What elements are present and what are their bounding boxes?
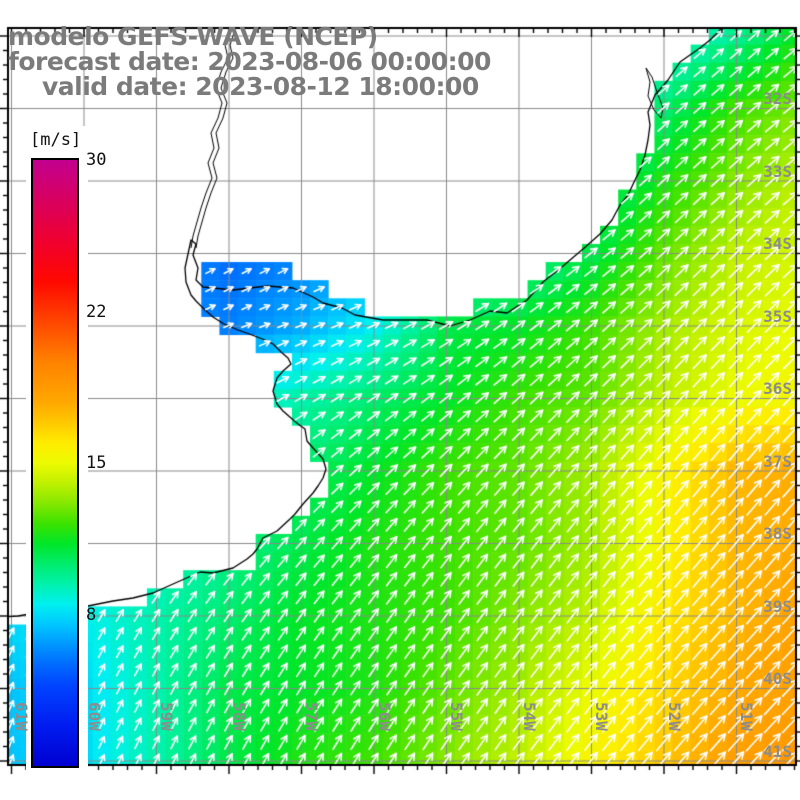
- model-title: modelo GEFS-WAVE (NCEP): [8, 22, 378, 51]
- lat-label-39S: 39S: [763, 596, 792, 616]
- lon-label-57W: 57W: [302, 702, 321, 731]
- lat-label-38S: 38S: [763, 524, 792, 543]
- lon-label-60W: 60W: [84, 702, 104, 731]
- colorbar-tick-30: 30: [86, 150, 107, 170]
- lat-label-36S: 36S: [763, 379, 792, 398]
- lon-label-54W: 54W: [519, 702, 539, 731]
- forecast-date: forecast date: 2023-08-06 00:00:00: [8, 47, 491, 76]
- lat-label-35S: 35S: [763, 306, 792, 326]
- colorbar-tick-8: 8: [86, 604, 97, 625]
- lat-label-40S: 40S: [763, 669, 792, 688]
- lon-label-52W: 52W: [664, 702, 684, 731]
- lat-label-32S: 32S: [763, 89, 792, 108]
- colorbar: [m/s]: [26, 126, 88, 778]
- lon-label-58W: 58W: [229, 702, 249, 731]
- lat-label-33S: 33S: [763, 161, 792, 181]
- lon-label-53W: 53W: [592, 702, 611, 731]
- lon-label-55W: 55W: [447, 702, 466, 731]
- colorbar-gradient: [31, 158, 79, 768]
- lon-label-51W: 51W: [737, 702, 756, 731]
- lon-label-61W: 61W: [12, 702, 31, 731]
- lat-label-34S: 34S: [763, 234, 792, 253]
- colorbar-tick-15: 15: [86, 453, 107, 473]
- lon-label-59W: 59W: [157, 702, 176, 731]
- lon-label-56W: 56W: [374, 702, 394, 731]
- colorbar-tick-22: 22: [86, 301, 107, 322]
- colorbar-unit-label: [m/s]: [30, 130, 82, 150]
- lat-label-41S: 41S: [763, 741, 792, 761]
- lat-label-37S: 37S: [763, 451, 792, 471]
- valid-date: valid date: 2023-08-12 18:00:00: [42, 72, 479, 101]
- title-block: modelo GEFS-WAVE (NCEP) forecast date: 2…: [8, 24, 491, 99]
